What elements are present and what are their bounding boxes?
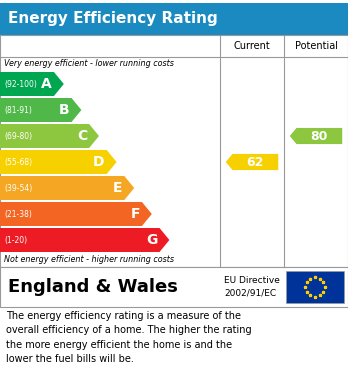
- Text: (1-20): (1-20): [4, 235, 27, 244]
- Polygon shape: [0, 72, 64, 96]
- Bar: [0, 35, 348, 267]
- Bar: [0, 3, 348, 35]
- Text: Current: Current: [234, 41, 270, 51]
- Text: D: D: [93, 155, 105, 169]
- Text: E: E: [113, 181, 122, 195]
- Polygon shape: [0, 228, 169, 252]
- Text: (55-68): (55-68): [4, 158, 32, 167]
- Text: (69-80): (69-80): [4, 131, 32, 140]
- Polygon shape: [0, 176, 134, 200]
- Polygon shape: [0, 202, 152, 226]
- Text: 62: 62: [246, 156, 264, 169]
- Text: F: F: [130, 207, 140, 221]
- Text: A: A: [41, 77, 52, 91]
- Text: Potential: Potential: [294, 41, 338, 51]
- Text: Energy Efficiency Rating: Energy Efficiency Rating: [8, 11, 218, 27]
- Text: 80: 80: [310, 129, 328, 142]
- Text: The energy efficiency rating is a measure of the
overall efficiency of a home. T: The energy efficiency rating is a measur…: [6, 311, 252, 364]
- Polygon shape: [0, 98, 81, 122]
- Text: B: B: [59, 103, 70, 117]
- Text: (21-38): (21-38): [4, 210, 32, 219]
- Polygon shape: [226, 154, 278, 170]
- Bar: [286, 271, 344, 303]
- Text: (39-54): (39-54): [4, 183, 32, 192]
- Text: Very energy efficient - lower running costs: Very energy efficient - lower running co…: [4, 59, 174, 68]
- Text: (81-91): (81-91): [4, 106, 32, 115]
- Text: (92-100): (92-100): [4, 79, 37, 88]
- Text: G: G: [146, 233, 158, 247]
- Text: Not energy efficient - higher running costs: Not energy efficient - higher running co…: [4, 255, 174, 264]
- Polygon shape: [0, 150, 117, 174]
- Polygon shape: [0, 124, 99, 148]
- Bar: [0, 267, 348, 307]
- Text: England & Wales: England & Wales: [8, 278, 178, 296]
- Polygon shape: [290, 128, 342, 144]
- Text: EU Directive
2002/91/EC: EU Directive 2002/91/EC: [224, 276, 280, 298]
- Text: C: C: [77, 129, 87, 143]
